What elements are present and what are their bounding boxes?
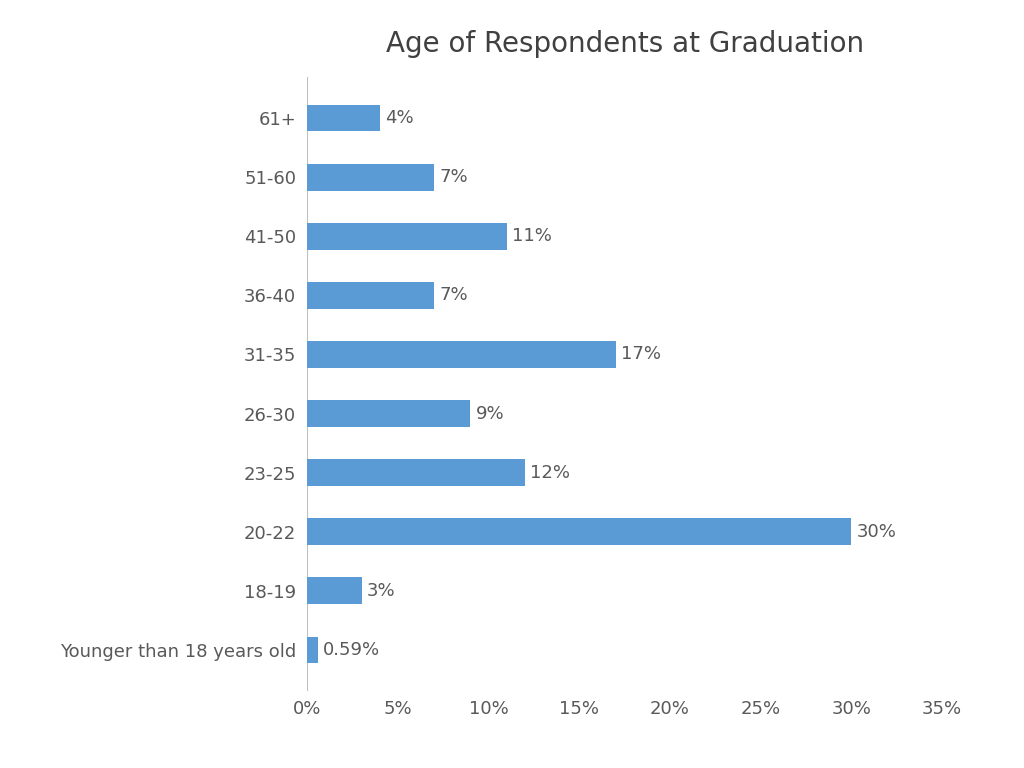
Text: 9%: 9% <box>476 405 505 422</box>
Text: 0.59%: 0.59% <box>324 641 381 659</box>
Title: Age of Respondents at Graduation: Age of Respondents at Graduation <box>386 30 863 58</box>
Bar <box>307 164 434 190</box>
Bar <box>307 578 361 604</box>
Text: 12%: 12% <box>530 464 570 482</box>
Text: 7%: 7% <box>439 168 468 186</box>
Bar <box>307 459 525 486</box>
Text: 3%: 3% <box>367 582 395 600</box>
Bar <box>307 518 851 545</box>
Bar <box>307 637 317 663</box>
Bar <box>307 105 380 131</box>
Text: 4%: 4% <box>385 109 414 127</box>
Bar <box>307 282 434 309</box>
Text: 30%: 30% <box>857 523 897 541</box>
Bar <box>307 341 615 368</box>
Text: 7%: 7% <box>439 286 468 304</box>
Text: 11%: 11% <box>512 227 552 245</box>
Text: 17%: 17% <box>621 346 662 363</box>
Bar <box>307 223 507 250</box>
Bar <box>307 400 470 427</box>
